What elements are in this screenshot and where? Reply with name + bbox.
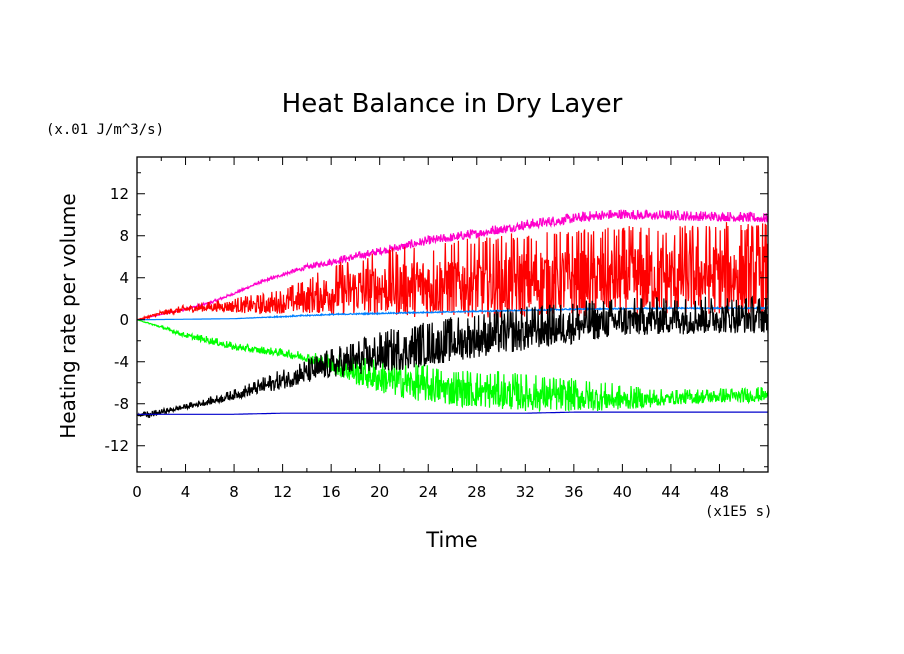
y-tick-label: -12: [105, 437, 130, 455]
y-tick-label: 0: [119, 311, 129, 329]
x-tick-label: 20: [370, 483, 389, 501]
y-tick-label: 8: [119, 227, 129, 245]
x-axis-label: Time: [425, 528, 477, 552]
x-tick-label: 4: [181, 483, 191, 501]
x-tick-label: 16: [322, 483, 341, 501]
x-tick-label: 8: [229, 483, 239, 501]
x-tick-label: 44: [661, 483, 680, 501]
y-tick-label: -8: [114, 395, 129, 413]
y-tick-label: 4: [119, 269, 129, 287]
y-unit-label: (x.01 J/m^3/s): [46, 122, 164, 138]
series-line: [137, 209, 768, 321]
y-tick-label: 12: [110, 185, 129, 203]
y-axis-label: Heating rate per volume: [56, 193, 80, 438]
x-unit-label: (x1E5 s): [705, 504, 772, 520]
series-line: [137, 319, 768, 413]
chart-title: Heat Balance in Dry Layer: [282, 89, 623, 119]
x-tick-label: 0: [132, 483, 142, 501]
y-tick-label: -4: [114, 353, 129, 371]
x-tick-label: 12: [273, 483, 292, 501]
x-tick-label: 32: [516, 483, 535, 501]
series-line: [137, 411, 768, 415]
x-tick-label: 40: [613, 483, 632, 501]
x-tick-label: 36: [564, 483, 583, 501]
plot-frame: [136, 156, 769, 473]
x-tick-label: 28: [467, 483, 486, 501]
series-line: [137, 222, 768, 321]
series-line: [137, 295, 768, 419]
x-tick-label: 24: [419, 483, 438, 501]
series-layer: [137, 209, 768, 419]
x-tick-label: 48: [710, 483, 729, 501]
